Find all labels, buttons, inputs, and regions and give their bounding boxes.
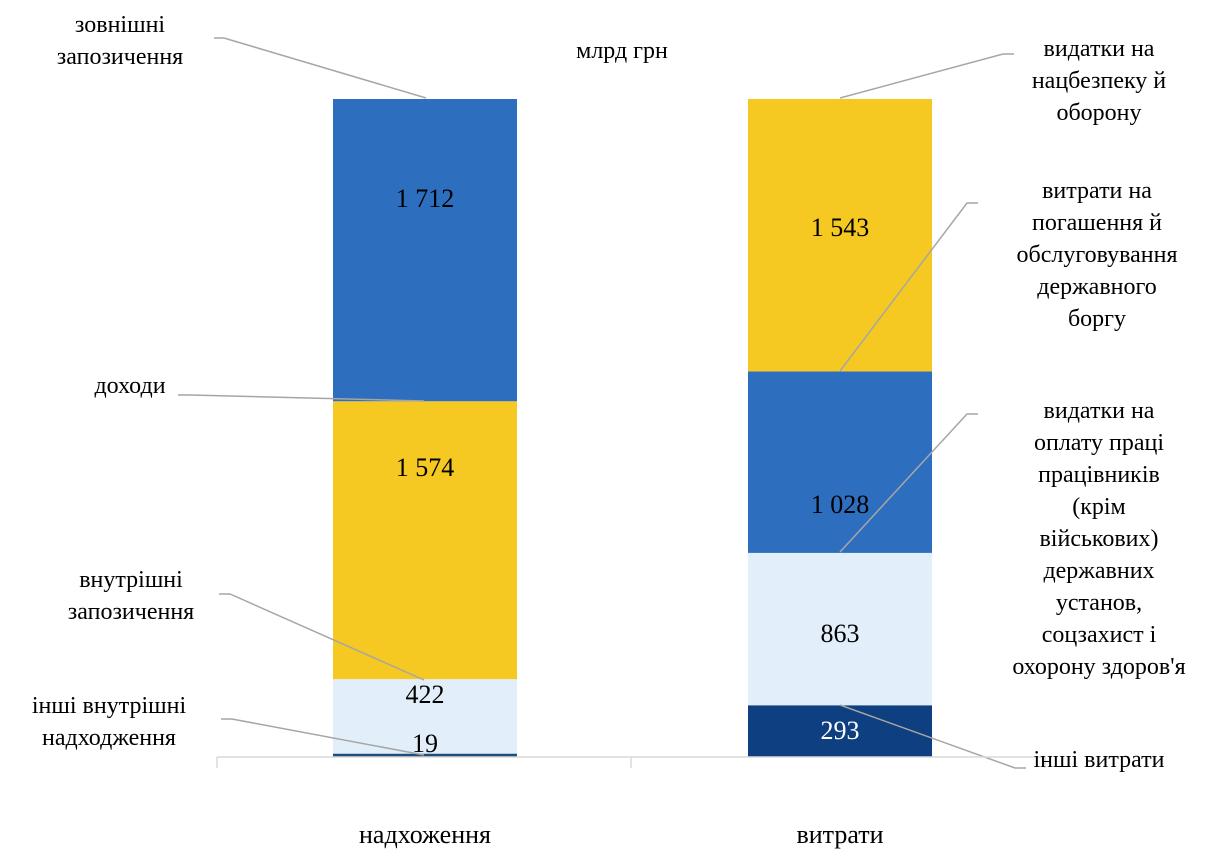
leader-lines-layer xyxy=(178,37,1026,769)
x-tick-label: надхоження xyxy=(359,820,491,849)
value-label: 422 xyxy=(406,680,445,709)
callout-line: зовнішні xyxy=(75,12,166,38)
callout-label: витрати на погашення й обслуговування держа… xyxy=(1017,178,1178,332)
callout-line: працівників xyxy=(1038,462,1160,488)
bar-segment xyxy=(748,552,932,706)
x-tick-label: витрати xyxy=(796,820,883,849)
callout-line: погашення й xyxy=(1032,210,1162,236)
value-label: 863 xyxy=(821,619,860,648)
leader-line xyxy=(178,394,425,402)
callout-label: доходи xyxy=(94,373,165,399)
callout-line: оплату праці xyxy=(1034,430,1164,456)
callout-line: видатки на xyxy=(1044,36,1155,62)
callout-line: інші внутрішні xyxy=(32,693,187,719)
leader-line xyxy=(839,202,978,372)
leader-line xyxy=(221,718,425,756)
bar-segment xyxy=(748,705,932,757)
callout-line: обслуговування xyxy=(1017,242,1178,268)
callout-line: витрати на xyxy=(1042,178,1152,204)
unit-label: млрд грн xyxy=(576,38,668,64)
value-label: 1 574 xyxy=(396,453,455,482)
callout-line: військових) xyxy=(1039,526,1158,552)
callout-line: соцзахист і xyxy=(1042,622,1157,648)
callout-line: боргу xyxy=(1068,306,1126,332)
leader-line xyxy=(219,593,425,681)
callout-line: внутрішні xyxy=(79,567,183,593)
value-label: 1 543 xyxy=(811,213,870,242)
callouts-layer: зовнішні запозичення доходи внутрішні запози… xyxy=(32,12,1186,773)
callout-line: охорону здоров'я xyxy=(1012,654,1185,680)
bar-segment xyxy=(333,401,517,680)
bar-segment xyxy=(748,371,932,553)
value-label: 19 xyxy=(412,729,438,758)
callout-line: державних xyxy=(1043,558,1154,584)
leader-line xyxy=(214,37,427,99)
value-labels-layer: 19 422 1 574 1 712 293 863 1 028 1 543 xyxy=(396,184,870,758)
value-label: 1 712 xyxy=(396,184,455,213)
callout-line: нацбезпеку й xyxy=(1032,68,1166,94)
callout-line: оборону xyxy=(1056,100,1141,126)
bar-segment xyxy=(748,99,932,372)
callout-label: видатки на оплату праці працівників (крім ві… xyxy=(1012,398,1185,680)
callout-line: видатки на xyxy=(1044,398,1155,424)
callout-line: державного xyxy=(1037,274,1157,300)
bars-layer xyxy=(333,99,932,757)
value-label: 1 028 xyxy=(811,490,870,519)
callout-line: інші витрати xyxy=(1034,747,1165,773)
callout-line: доходи xyxy=(94,373,165,399)
callout-line: установ, xyxy=(1056,590,1142,616)
callout-label: внутрішні запозичення xyxy=(68,567,194,625)
callout-line: запозичення xyxy=(57,44,183,70)
callout-line: (крім xyxy=(1072,494,1126,520)
value-label: 293 xyxy=(821,716,860,745)
callout-label: зовнішні запозичення xyxy=(57,12,183,70)
leader-line xyxy=(839,413,978,553)
leader-line xyxy=(839,53,1014,99)
bar-segment xyxy=(333,679,517,754)
bar-segment xyxy=(333,99,517,402)
leader-line xyxy=(839,704,1026,769)
callout-label: інші внутрішні надходження xyxy=(32,693,187,751)
callout-line: надходження xyxy=(42,725,176,751)
callout-label: інші витрати xyxy=(1034,747,1165,773)
bar-segment xyxy=(333,753,517,757)
callout-line: запозичення xyxy=(68,599,194,625)
callout-label: видатки на нацбезпеку й оборону xyxy=(1032,36,1166,126)
